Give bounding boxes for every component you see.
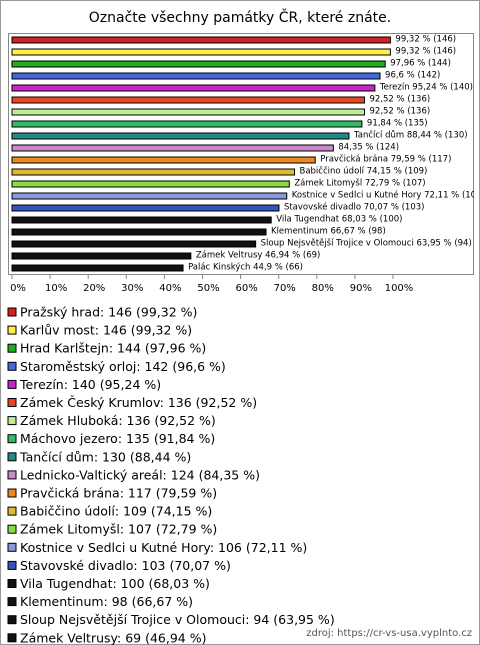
legend-swatch [7, 488, 17, 498]
bar [11, 60, 386, 68]
bar [11, 156, 316, 164]
value-label: Klementinum 66,67 % (98) [271, 227, 386, 237]
x-tick-label: 90% [350, 283, 372, 294]
bar [11, 96, 366, 104]
bar [11, 252, 192, 260]
x-tick-label: 30% [121, 283, 143, 294]
legend-label: Zámek Hluboká: 136 (92,52 %) [20, 413, 216, 428]
legend-label: Zámek Veltrusy: 69 (46,94 %) [20, 630, 206, 645]
legend-swatch [7, 361, 17, 371]
x-tick-label: 100% [385, 283, 414, 294]
value-label: 99,32 % (146) [395, 35, 456, 45]
x-tick-label: 40% [159, 283, 181, 294]
value-label: 84,35 % (124) [338, 143, 399, 153]
x-tick-label: 50% [197, 283, 219, 294]
value-label: Zámek Litomyšl 72,79 % (107) [294, 178, 425, 189]
value-label: 92,52 % (136) [370, 95, 431, 105]
legend-swatch [7, 379, 17, 389]
bar [11, 216, 272, 224]
bar [11, 36, 391, 44]
value-label: Tančící dům 88,44 % (130) [353, 130, 468, 141]
value-label: Vila Tugendhat 68,03 % (100) [276, 215, 402, 225]
legend-label: Klementinum: 98 (66,67 %) [20, 594, 193, 609]
value-label: 99,32 % (146) [395, 47, 456, 57]
x-tick-label: 10% [45, 283, 67, 294]
x-tick-label: 20% [83, 283, 105, 294]
value-label: Palác Kinských 44,9 % (66) [188, 263, 303, 273]
legend-label: Terezín: 140 (95,24 %) [19, 377, 161, 392]
bar [11, 72, 381, 80]
legend-label: Máchovo jezero: 135 (91,84 %) [20, 431, 215, 446]
legend-label: Stavovské divadlo: 103 (70,07 %) [20, 558, 231, 573]
bar [11, 144, 334, 152]
value-label: 96,6 % (142) [385, 71, 440, 81]
x-tick-label: 70% [274, 283, 296, 294]
bar [11, 228, 267, 236]
legend-swatch [7, 325, 17, 335]
value-label: Sloup Nejsvětější Trojice v Olomouci 63,… [261, 238, 472, 249]
value-label: Pravčická brána 79,59 % (117) [320, 154, 451, 165]
legend-swatch [7, 615, 17, 625]
legend-label: Pražský hrad: 146 (99,32 %) [20, 305, 197, 320]
legend-label: Zámek Český Krumlov: 136 (92,52 %) [20, 395, 257, 410]
legend-swatch [7, 542, 17, 552]
legend-label: Karlův most: 146 (99,32 %) [20, 323, 192, 338]
bar [11, 180, 290, 188]
legend-swatch [7, 633, 17, 643]
bar [11, 264, 184, 272]
legend-swatch [7, 307, 17, 317]
bar [11, 240, 257, 248]
bar [11, 84, 376, 92]
x-tick-label: 80% [312, 283, 334, 294]
legend-label: Zámek Litomyšl: 107 (72,79 %) [20, 522, 217, 537]
x-tick-label: 60% [235, 283, 257, 294]
x-tick-label: 0% [10, 283, 26, 294]
legend-swatch [7, 398, 17, 407]
bar [11, 132, 350, 140]
legend-swatch [7, 560, 17, 570]
bar [11, 204, 280, 212]
value-label: 91,84 % (135) [367, 119, 428, 129]
legend-label: Tančící dům: 130 (88,44 %) [19, 449, 191, 464]
bars: 99,32 % (146) 99,32 % (146) 97,96 % (144) 9… [11, 35, 480, 273]
value-label: Stavovské divadlo 70,07 % (103) [284, 202, 425, 213]
legend-swatch [7, 470, 17, 480]
value-label: Zámek Veltrusy 46,94 % (69) [196, 251, 321, 261]
chart-title: Označte všechny památky ČR, které znáte. [89, 8, 391, 26]
legend-swatch [7, 416, 17, 426]
bar [11, 108, 366, 116]
legend-swatch [7, 434, 17, 444]
value-label: 97,96 % (144) [390, 59, 451, 69]
legend-label: Hrad Karlštejn: 144 (97,96 %) [20, 341, 206, 356]
source: zdroj: https://cr-vs-usa.vyplnto.cz [306, 628, 472, 639]
legend-swatch [7, 597, 17, 607]
legend-label: Kostnice v Sedlci u Kutné Hory: 106 (72,… [20, 540, 307, 555]
bar [11, 48, 391, 56]
value-label: Babiččino údolí 74,15 % (109) [300, 166, 428, 177]
bar [11, 168, 296, 176]
bar [11, 192, 288, 200]
legend-label: Staroměstský orloj: 142 (96,6 %) [20, 359, 226, 374]
legend-swatch [7, 579, 17, 588]
legend-swatch [7, 524, 17, 534]
legend-swatch [7, 452, 17, 462]
legend-label: Pravčická brána: 117 (79,59 %) [20, 486, 217, 501]
value-label: 92,52 % (136) [370, 107, 431, 117]
legend-label: Babiččino údolí: 109 (74,15 %) [20, 504, 212, 519]
legend-label: Vila Tugendhat: 100 (68,03 %) [20, 576, 210, 591]
legend-label: Sloup Nejsvětější Trojice v Olomouci: 94… [20, 612, 335, 627]
legend-swatch [7, 506, 17, 516]
legend-label: Lednicko-Valtický areál: 124 (84,35 %) [20, 467, 260, 482]
legend-swatch [7, 343, 17, 353]
value-label: Kostnice v Sedlci u Kutné Hory 72,11 % (… [292, 190, 480, 201]
bar [11, 120, 363, 128]
value-label: Terezín 95,24 % (140) [379, 83, 473, 93]
